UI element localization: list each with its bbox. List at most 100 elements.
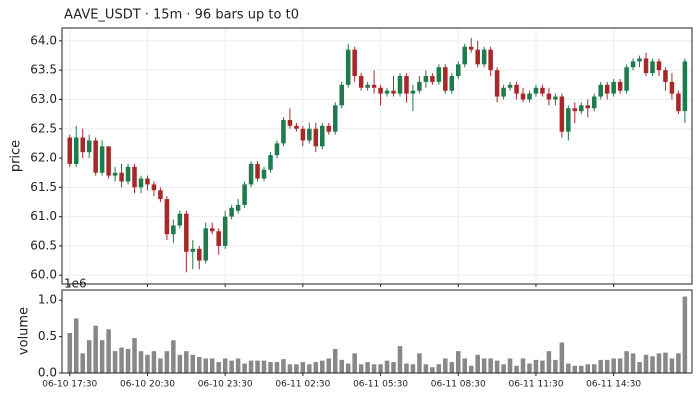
volume-bar [507, 358, 513, 373]
volume-bar [151, 351, 157, 373]
volume-bar [637, 362, 642, 373]
y-tick-label: 63.5 [30, 63, 57, 77]
y-tick-label: 62.0 [30, 151, 57, 165]
volume-bar [365, 362, 370, 373]
candle-body [553, 96, 558, 100]
y-tick-label: 1.0 [38, 293, 57, 307]
candle-body [268, 155, 273, 170]
volume-bar [423, 364, 429, 373]
y-tick-label: 60.5 [30, 238, 57, 252]
x-tick-label: 06-10 17:30 [42, 380, 97, 390]
candle-body [455, 64, 461, 77]
volume-bar [650, 356, 655, 373]
candle-body [73, 137, 79, 164]
volume-bar [197, 356, 202, 373]
candle-body [475, 49, 480, 65]
candle-body [358, 76, 364, 88]
candle-body [80, 137, 85, 153]
x-tick-label: 06-11 05:30 [353, 380, 408, 390]
volume-bar [449, 362, 455, 373]
candle-body [488, 49, 493, 71]
candle-body [598, 84, 603, 97]
candle-body [384, 90, 390, 94]
volume-bar [579, 365, 584, 373]
candle-body [320, 125, 325, 147]
volume-bar [93, 325, 98, 373]
candle-body [339, 84, 344, 106]
volume-bar [436, 364, 442, 373]
candle-body [261, 169, 267, 179]
volume-bar [656, 353, 662, 373]
candle-body [643, 58, 649, 74]
candle-body [410, 90, 416, 94]
candle-body [417, 81, 422, 91]
y-tick-label: 63.0 [30, 92, 57, 106]
volume-bar [624, 351, 629, 373]
candle-body [468, 46, 474, 50]
volume-bar [546, 351, 552, 373]
volume-bar [663, 352, 668, 373]
volume-bar [604, 359, 610, 373]
volume-bar [190, 354, 196, 373]
volume-bar [443, 358, 448, 373]
volume-bar [313, 362, 319, 373]
y-tick-label: 61.0 [30, 209, 57, 223]
candle-body [527, 93, 532, 100]
candle-body [326, 125, 332, 132]
x-tick-label: 06-11 02:30 [275, 380, 330, 390]
candle-body [184, 213, 189, 252]
y-axis-label: price [9, 140, 24, 172]
volume-bar [80, 353, 85, 373]
candle-body [540, 87, 545, 94]
y-tick-label: 0.5 [38, 329, 57, 343]
candle-body [494, 70, 500, 97]
x-tick-label: 06-10 23:30 [198, 380, 253, 390]
candle-body [682, 61, 688, 112]
volume-bar [430, 367, 435, 373]
volume-bar [533, 359, 539, 373]
candle-body [197, 248, 202, 261]
volume-bar [462, 358, 467, 373]
volume-bar [164, 351, 170, 373]
candle-body [145, 178, 150, 185]
candle-body [579, 105, 584, 112]
volume-bar [326, 358, 332, 373]
volume-bar [125, 348, 131, 373]
candle-body [624, 67, 629, 91]
candle-body [585, 105, 591, 109]
candle-body [430, 76, 435, 82]
volume-bar [682, 296, 688, 373]
volume-bar [99, 340, 105, 373]
volume-bar [455, 351, 461, 373]
volume-bar [132, 338, 137, 373]
volume-bar [73, 318, 79, 373]
candle-body [281, 119, 286, 144]
volume-bar [553, 359, 558, 373]
candle-body [365, 84, 370, 88]
volume-bar [527, 363, 532, 373]
volume-bar [358, 364, 364, 373]
volume-bar [566, 363, 571, 373]
volume-bar [138, 351, 144, 373]
candle-body [125, 166, 131, 182]
candle-body [352, 49, 357, 77]
candle-body [630, 61, 636, 68]
candle-body [591, 96, 597, 109]
candle-body [171, 225, 176, 235]
y-tick-label: 60.0 [30, 268, 57, 282]
candle-body [151, 184, 157, 191]
candle-body [222, 216, 228, 246]
candle-body [443, 67, 448, 91]
volume-bar [67, 332, 73, 373]
volume-bar [255, 360, 260, 373]
candle-body [274, 143, 280, 156]
candle-body [313, 128, 319, 147]
candle-body [164, 199, 170, 235]
volume-bar [320, 360, 325, 373]
volume-bar [112, 351, 118, 373]
volume-bar [106, 329, 111, 373]
candle-body [572, 108, 578, 112]
volume-bar [235, 358, 241, 373]
volume-bar [611, 358, 616, 373]
candle-body [86, 140, 92, 153]
